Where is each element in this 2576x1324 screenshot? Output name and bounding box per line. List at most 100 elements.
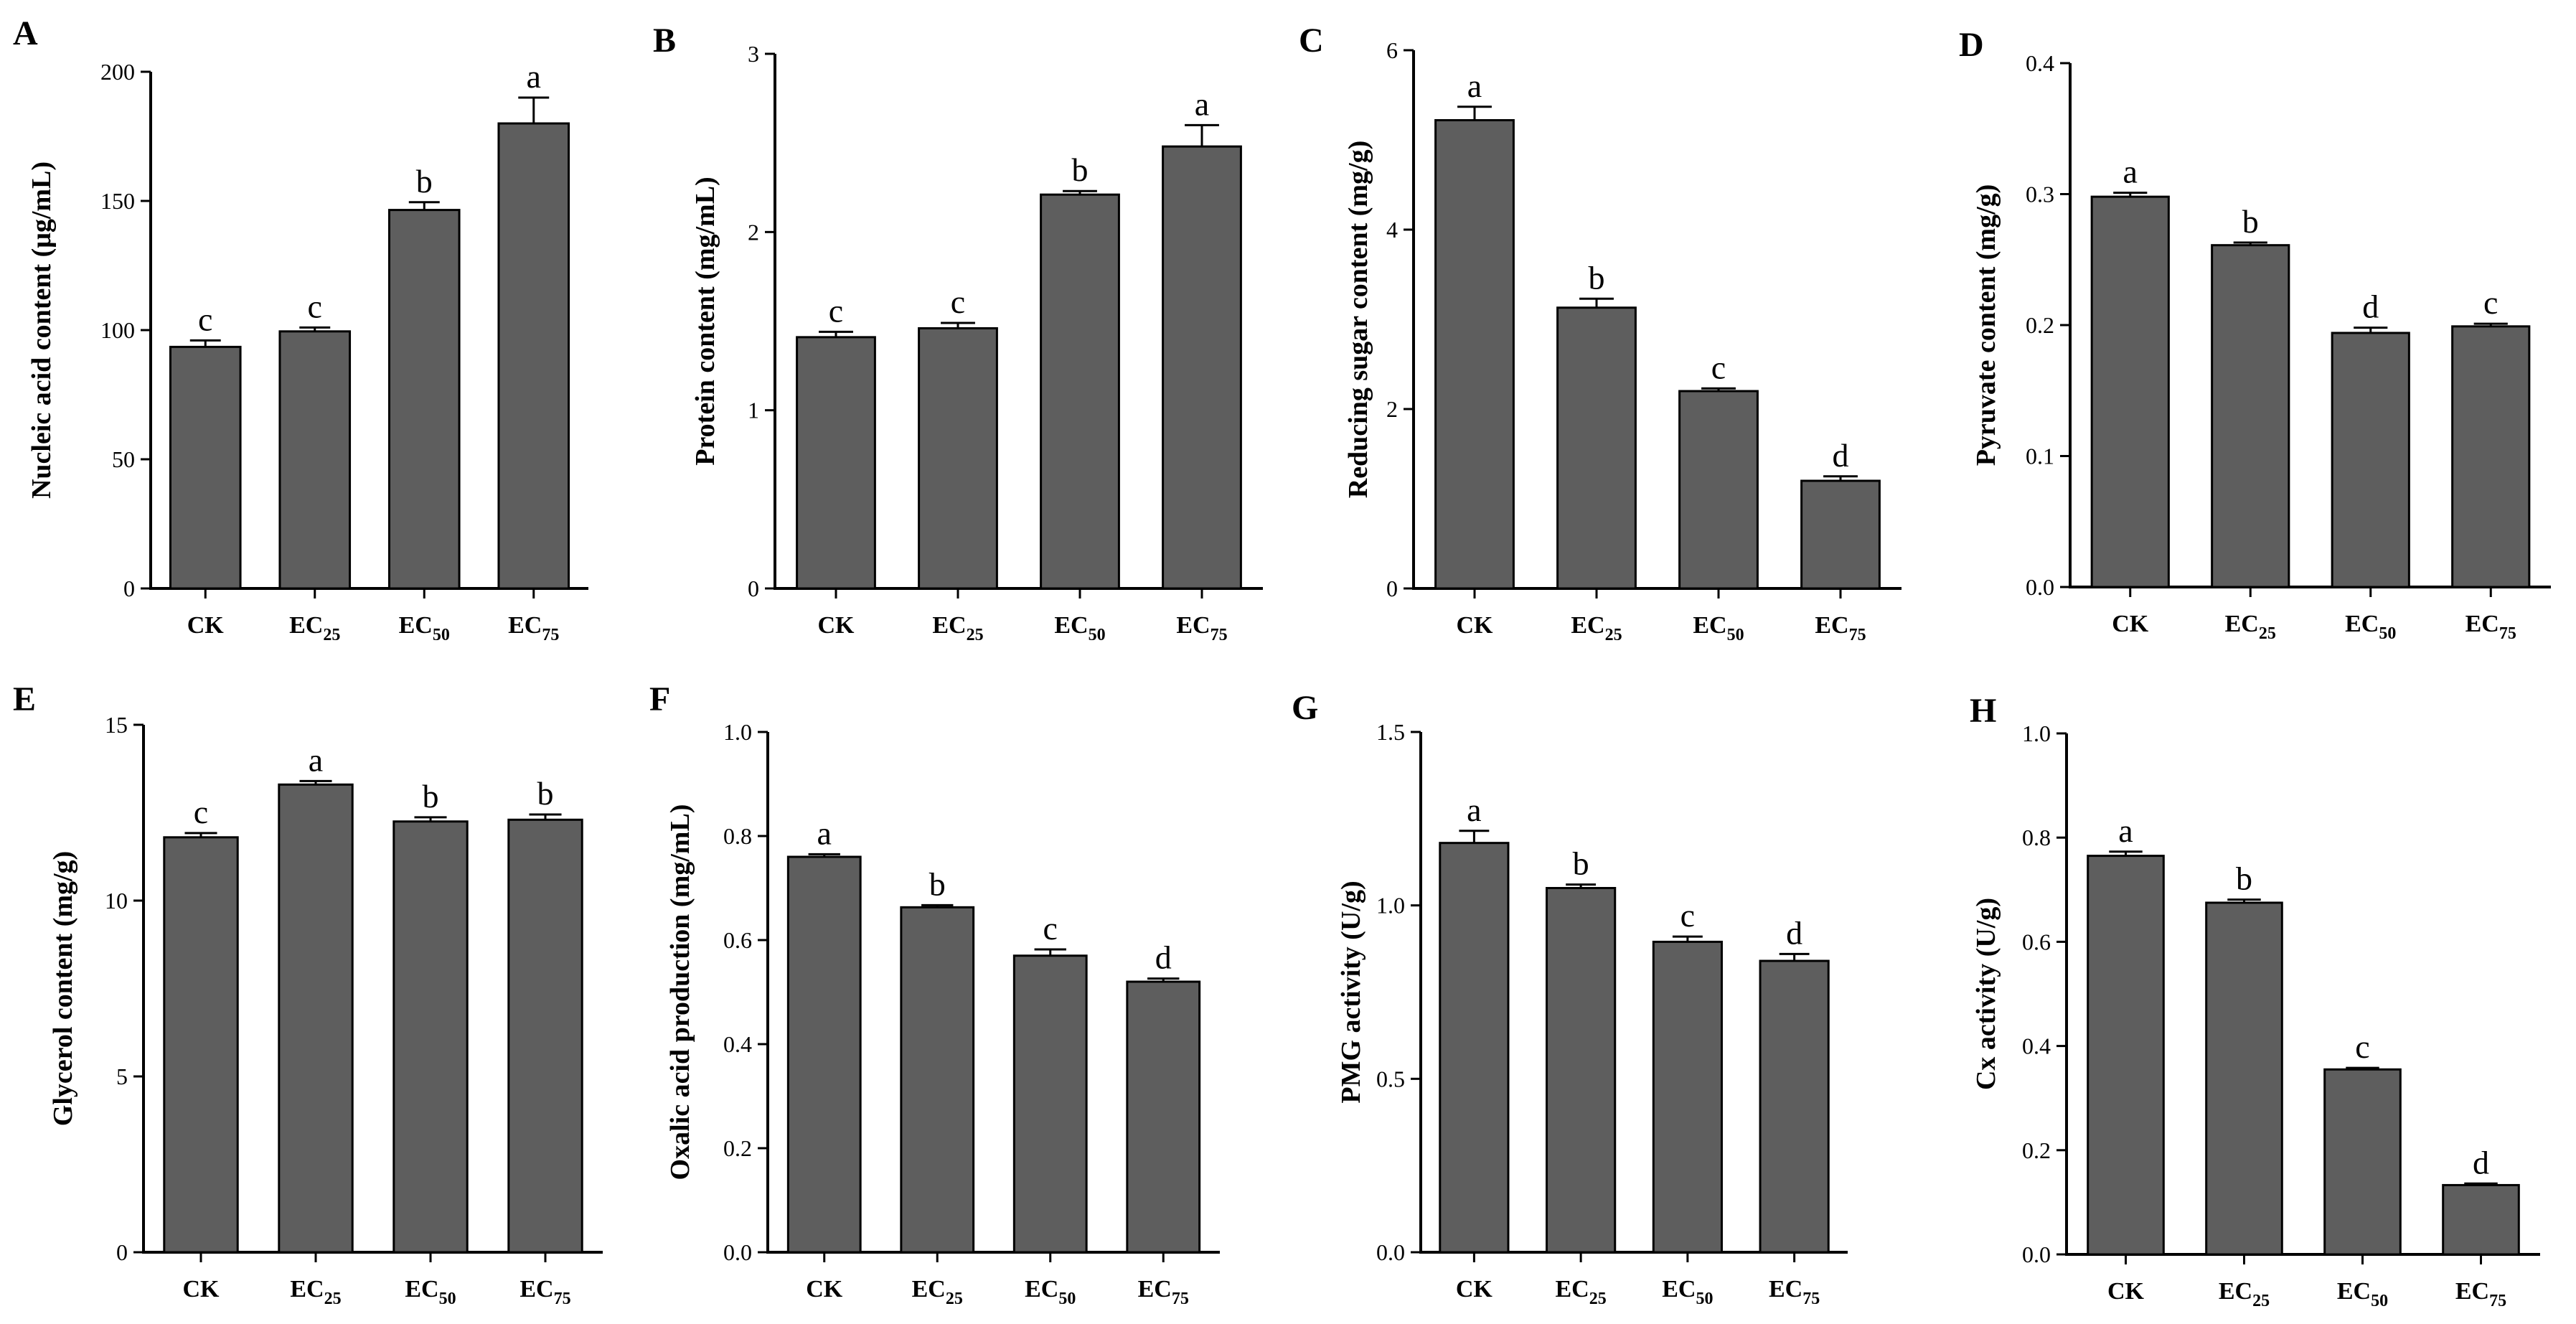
significance-label: b <box>416 163 433 199</box>
bar <box>1040 193 1120 590</box>
y-tick-label: 0 <box>1386 576 1398 601</box>
y-tick-label: 1.0 <box>723 719 752 745</box>
x-category-label: EC75 <box>1138 1276 1189 1308</box>
y-tick-label: 0.2 <box>2022 1137 2051 1163</box>
y-tick-label: 150 <box>100 188 135 214</box>
y-tick-label: 4 <box>1386 217 1398 243</box>
bar <box>1652 940 1723 1254</box>
y-axis-label: Glycerol content (mg/g) <box>48 851 78 1126</box>
panel-letter: C <box>1299 22 1324 60</box>
y-axis-label: Pyruvate content (mg/g) <box>1971 184 2001 466</box>
x-category-label: CK <box>818 612 855 639</box>
significance-label: c <box>2483 284 2498 321</box>
bar <box>1759 959 1830 1254</box>
y-tick-label: 0 <box>748 576 759 601</box>
y-tick-label: 0.2 <box>2026 312 2054 338</box>
x-category-label: CK <box>1456 1276 1493 1302</box>
significance-label: b <box>2236 860 2252 897</box>
x-category-label: EC25 <box>2225 611 2276 643</box>
y-tick-label: 0 <box>123 576 135 601</box>
bar <box>1012 954 1088 1254</box>
significance-label: a <box>1467 792 1481 828</box>
x-category-label: EC75 <box>1176 612 1227 644</box>
y-tick-label: 0.8 <box>723 823 752 849</box>
x-category-label: EC50 <box>2337 1278 2388 1310</box>
y-tick-label: 0.4 <box>723 1031 752 1057</box>
y-tick-label: 1.5 <box>1376 719 1405 745</box>
y-tick-label: 1 <box>748 398 759 423</box>
significance-label: c <box>2355 1028 2369 1065</box>
x-category-label: EC50 <box>1025 1276 1076 1308</box>
panel-letter: A <box>13 14 38 52</box>
bar <box>163 836 239 1254</box>
bar <box>2331 332 2410 588</box>
y-tick-label: 200 <box>100 59 135 85</box>
bar <box>278 783 354 1254</box>
bar <box>2442 1183 2520 1256</box>
x-category-label: EC50 <box>1693 612 1744 644</box>
chart-panel-f: F Oxalic acid production (mg/mL) 0.0 0.2 0.4… <box>649 680 1220 1308</box>
significance-label: d <box>1155 939 1172 976</box>
x-category-label: EC75 <box>2465 611 2516 643</box>
y-tick-label: 2 <box>748 219 759 245</box>
significance-label: c <box>1680 897 1695 934</box>
x-category-label: EC75 <box>1769 1276 1820 1308</box>
significance-label: b <box>423 778 439 814</box>
y-tick-label: 0.4 <box>2026 50 2054 76</box>
panel-letter: D <box>1959 26 1984 64</box>
bar <box>900 906 975 1254</box>
bar <box>1800 479 1881 590</box>
significance-label: c <box>194 794 208 830</box>
y-tick-label: 10 <box>105 888 128 914</box>
bar <box>2451 325 2531 588</box>
x-category-label: EC50 <box>1054 612 1105 644</box>
y-tick-label: 0.1 <box>2026 443 2054 469</box>
panel-letter: G <box>1292 689 1318 727</box>
y-axis-label: Protein content (mg/mL) <box>690 177 720 465</box>
x-category-label: EC75 <box>1815 612 1866 644</box>
bar <box>2205 901 2283 1256</box>
significance-label: a <box>1467 67 1482 104</box>
x-category-label: EC25 <box>932 612 983 644</box>
panel-letter: H <box>1970 692 1996 730</box>
y-tick-label: 0.6 <box>2022 929 2051 954</box>
bar <box>497 122 570 590</box>
x-category-label: EC75 <box>508 612 559 644</box>
bar <box>918 327 998 590</box>
significance-label: d <box>2362 288 2379 325</box>
y-axis-label: Reducing sugar content (mg/g) <box>1343 141 1373 499</box>
y-tick-label: 100 <box>100 317 135 343</box>
significance-label: a <box>527 58 541 95</box>
bar <box>796 336 876 590</box>
x-category-label: CK <box>806 1276 843 1302</box>
chart-panel-g: G PMG activity (U/g) 0.0 0.5 1.0 1.5 a CK b EC25 c… <box>1292 689 1848 1308</box>
y-tick-label: 2 <box>1386 396 1398 422</box>
significance-label: d <box>2473 1144 2489 1180</box>
chart-panel-c: C Reducing sugar content (mg/g) 0 2 4 6 a CK b EC… <box>1299 22 1902 644</box>
bar <box>2323 1068 2402 1256</box>
bar <box>507 818 583 1254</box>
y-tick-label: 5 <box>116 1064 128 1089</box>
bar <box>1439 842 1510 1254</box>
significance-label: a <box>2118 812 2133 849</box>
significance-label: b <box>1072 151 1089 188</box>
x-category-label: EC50 <box>399 612 450 644</box>
y-tick-label: 0.4 <box>2022 1033 2051 1059</box>
bar <box>169 345 242 590</box>
x-category-label: EC25 <box>289 612 340 644</box>
x-category-label: EC75 <box>2455 1278 2506 1310</box>
bar <box>392 820 469 1254</box>
chart-panel-a: A Nucleic acid content (μg/mL) 0 50 100 150 20… <box>13 14 588 644</box>
bar <box>2087 855 2165 1256</box>
bar <box>1546 887 1617 1254</box>
y-tick-label: 3 <box>748 41 759 67</box>
x-category-label: EC50 <box>405 1276 456 1308</box>
y-tick-label: 6 <box>1386 37 1398 63</box>
significance-label: c <box>1711 349 1726 385</box>
y-tick-label: 0.8 <box>2022 825 2051 850</box>
x-category-label: EC50 <box>1662 1276 1713 1308</box>
y-tick-label: 1.0 <box>1376 893 1405 919</box>
significance-label: b <box>1573 845 1589 882</box>
y-axis-label: Oxalic acid production (mg/mL) <box>665 804 695 1180</box>
significance-label: c <box>951 283 965 320</box>
